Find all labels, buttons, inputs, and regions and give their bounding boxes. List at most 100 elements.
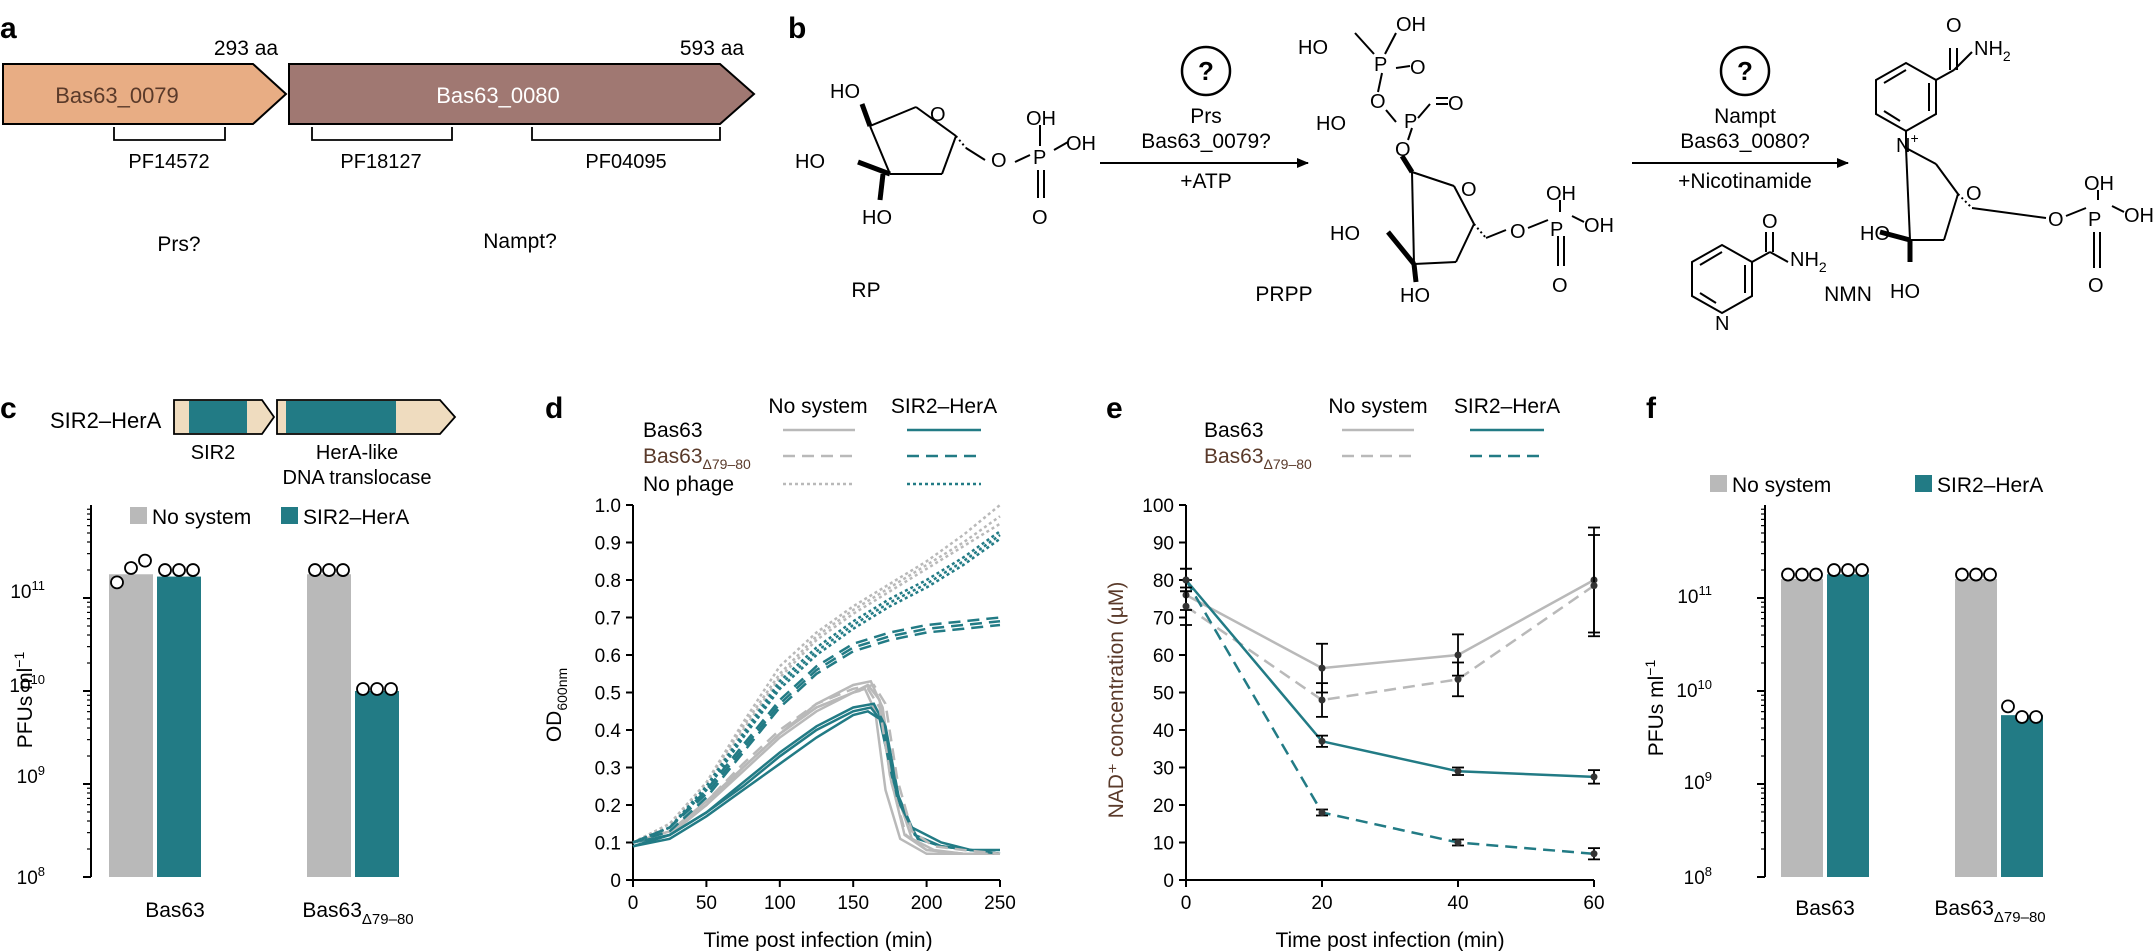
x-axis-label-d: Time post infection (min) <box>703 929 932 951</box>
step1-enzyme: Prs <box>1190 105 1222 128</box>
data-point <box>1182 576 1190 584</box>
y-tick-label-d: 0.5 <box>595 684 621 705</box>
replicate-point <box>110 575 124 590</box>
data-point <box>1454 839 1462 846</box>
nmn-atom-o: O <box>1946 15 1962 37</box>
x-tick-label-e: 60 <box>1583 893 1604 914</box>
growth-curve-solid-gray <box>632 687 1000 856</box>
legend-row-e-bas63-delta-sub: Δ79–80 <box>1264 456 1312 472</box>
y-axis-label-c-main: PFUs ml <box>14 668 37 749</box>
gene-label-translocase: DNA translocase <box>283 467 432 489</box>
y-tick-label-e: 20 <box>1153 796 1174 817</box>
y-tick-f-1e9-base: 10 <box>1684 773 1705 794</box>
step2-enzyme: Nampt <box>1714 105 1776 128</box>
gene-arrow-bas63-0080 <box>288 63 756 125</box>
y-tick-label-e: 100 <box>1142 496 1174 517</box>
y-tick-label-d: 0.6 <box>595 646 621 667</box>
prpp-atom-p-2: P <box>1404 111 1417 133</box>
legend-header-d-no-system: No system <box>768 395 867 418</box>
data-point <box>1454 675 1462 683</box>
nmn-atom-n-main: N <box>1896 135 1910 157</box>
data-point <box>1182 602 1190 610</box>
legend-row-d-bas63: Bas63 <box>643 419 703 442</box>
rp-structure <box>857 103 1069 201</box>
y-tick-label-e: 10 <box>1153 834 1174 855</box>
panel-label-b: b <box>788 12 806 45</box>
y-tick-c-1e9-exp: 9 <box>38 763 45 778</box>
gene-label-sir2: SIR2 <box>191 442 235 464</box>
x-tick-label-d: 0 <box>628 893 639 914</box>
y-tick-c-1e10: 1010 <box>9 672 45 697</box>
gene-label-hera: HerA-like <box>316 442 398 464</box>
data-point <box>1318 809 1326 816</box>
data-point <box>1454 651 1462 659</box>
domain-label-pf04095: PF04095 <box>585 151 666 173</box>
replicate-point <box>2001 699 2015 714</box>
replicate-point <box>1955 567 1969 582</box>
bar-no-system-1 <box>307 574 351 877</box>
replicate-point <box>1809 567 1823 582</box>
legend-label-f-no-system: No system <box>1732 474 1831 497</box>
legend-swatch-f-no-system <box>1710 475 1727 492</box>
y-tick-c-1e8-base: 10 <box>17 868 38 889</box>
compound-label-nmn: NMN <box>1824 283 1872 306</box>
legend-label-no-system: No system <box>152 506 251 529</box>
x-tick-f-bas63-delta-main: Bas63 <box>1934 897 1994 920</box>
legend-swatch-no-system <box>130 507 147 524</box>
x-tick-f-bas63: Bas63 <box>1795 897 1855 920</box>
y-tick-c-1e11-exp: 11 <box>32 578 46 593</box>
data-point <box>1590 773 1598 781</box>
prpp-atom-o-3: O <box>1448 93 1464 115</box>
y-axis-label-c-sup: −1 <box>11 652 27 668</box>
y-tick-label-e: 40 <box>1153 721 1174 742</box>
y-tick-f-1e9-exp: 9 <box>1705 769 1712 784</box>
replicate-point <box>2015 710 2029 724</box>
replicate-point <box>1969 567 1983 582</box>
y-tick-label-d: 1.0 <box>595 496 621 517</box>
step1-gene: Bas63_0079? <box>1141 130 1271 153</box>
gene-size-bas63-0079: 293 aa <box>214 37 279 60</box>
replicate-point <box>2029 710 2043 724</box>
legend-row-d-bas63-delta-main: Bas63 <box>643 445 703 468</box>
growth-curve-dotted-teal <box>632 530 1001 844</box>
rp-atom-o: O <box>991 150 1007 172</box>
prpp-atom-oh-2: OH <box>1546 183 1576 205</box>
replicate-point <box>1841 563 1855 577</box>
prpp-atom-ho-2: HO <box>1316 113 1346 135</box>
replicate-point <box>124 561 138 575</box>
nicotinamide-atom-nh2: NH2 <box>1790 249 1827 275</box>
y-tick-c-1e9: 109 <box>17 763 45 788</box>
y-tick-f-1e10-exp: 10 <box>1698 677 1712 692</box>
panel-f: f No system SIR2–HerA PFUs ml−1 108 109 … <box>1642 392 2046 926</box>
bar-no-system-1 <box>1955 579 1997 877</box>
prpp-atom-o-2: O <box>1370 91 1386 113</box>
nad-curve-solid-gray <box>1185 578 1595 670</box>
data-point <box>1318 664 1326 672</box>
x-tick-label-e: 20 <box>1311 893 1332 914</box>
bar-sir2-hera-1 <box>355 691 399 877</box>
prpp-atom-oh-1: OH <box>1396 14 1426 36</box>
growth-curve-dashed-teal <box>632 616 1001 844</box>
panel-a: a Bas63_0079 Bas63_0080 293 aa 593 aa PF… <box>0 12 756 256</box>
nad-curve-dashed-teal <box>1184 579 1595 856</box>
rp-atom-ho-3: HO <box>862 207 892 229</box>
prpp-atom-p-3: P <box>1550 219 1563 241</box>
system-name-label: SIR2–HerA <box>50 408 162 433</box>
prpp-structure <box>1354 32 1585 283</box>
domain-label-pf18127: PF18127 <box>340 151 421 173</box>
step2-cofactor: +Nicotinamide <box>1678 170 1812 193</box>
nmn-atom-n-charge: + <box>1910 130 1918 146</box>
unknown-step2-mark: ? <box>1737 56 1753 86</box>
replicate-point <box>356 682 370 696</box>
prpp-atom-ho-4: HO <box>1400 285 1430 307</box>
x-tick-f-bas63-delta: Bas63Δ79–80 <box>1934 897 2045 926</box>
growth-curve-solid-teal <box>632 709 1001 856</box>
y-tick-label-d: 0 <box>610 871 621 892</box>
nmn-atom-n-plus: N+ <box>1896 130 1919 157</box>
replicate-point <box>1795 567 1809 582</box>
unknown-step1-mark: ? <box>1198 56 1214 86</box>
nmn-atom-ho-2: HO <box>1890 281 1920 303</box>
x-tick-label-d: 250 <box>984 893 1016 914</box>
rp-atom-ring-o: O <box>930 104 946 126</box>
prpp-atom-o-1: O <box>1410 57 1426 79</box>
